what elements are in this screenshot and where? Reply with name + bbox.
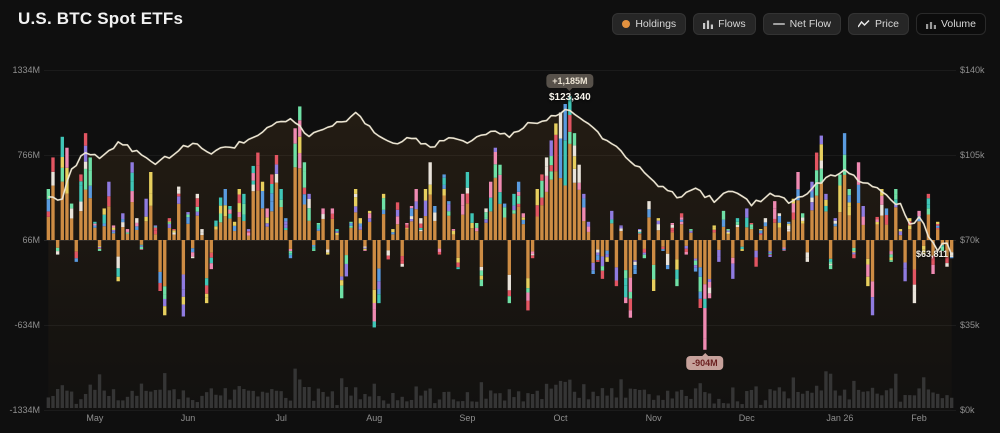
toggle-netflow-label: Net Flow	[789, 18, 832, 30]
toggle-netflow[interactable]: Net Flow	[762, 13, 842, 35]
toggle-volume-label: Volume	[940, 18, 976, 30]
toggle-holdings-label: Holdings	[635, 18, 677, 30]
holdings-dot-icon	[622, 20, 631, 28]
toggle-price[interactable]: Price	[848, 13, 909, 35]
page-title: U.S. BTC Spot ETFs	[18, 9, 184, 28]
netflow-line-icon	[772, 20, 785, 28]
toggle-flows-label: Flows	[718, 18, 746, 30]
toggle-volume[interactable]: Volume	[915, 13, 986, 35]
peak-price-label: $123,340	[548, 92, 591, 104]
last-price-label: $63,811	[916, 249, 949, 260]
toggle-flows[interactable]: Flows	[693, 13, 756, 35]
flows-bars-icon	[703, 19, 714, 29]
toggle-holdings[interactable]: Holdings	[612, 13, 687, 35]
volume-bars-icon	[925, 19, 936, 29]
chart-toggles: Holdings Flows Net Flow Price Volume	[612, 13, 986, 35]
price-zigzag-icon	[858, 19, 870, 29]
peak-flow-tooltip: +1,185M	[546, 74, 594, 92]
toggle-price-label: Price	[875, 18, 899, 30]
trough-flow-tooltip: -904M	[686, 352, 724, 370]
